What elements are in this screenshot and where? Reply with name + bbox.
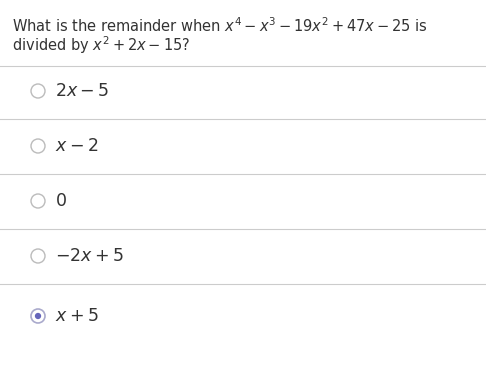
- Text: $2x - 5$: $2x - 5$: [55, 82, 109, 100]
- Text: $-2x + 5$: $-2x + 5$: [55, 247, 124, 265]
- Ellipse shape: [35, 313, 41, 319]
- Text: $x - 2$: $x - 2$: [55, 137, 98, 155]
- Text: $x + 5$: $x + 5$: [55, 307, 99, 325]
- Text: divided by $x^2 + 2x - 15$?: divided by $x^2 + 2x - 15$?: [12, 34, 191, 56]
- Text: What is the remainder when $x^4 - x^3 - 19x^2 + 47x - 25$ is: What is the remainder when $x^4 - x^3 - …: [12, 16, 428, 35]
- Text: $0$: $0$: [55, 192, 67, 210]
